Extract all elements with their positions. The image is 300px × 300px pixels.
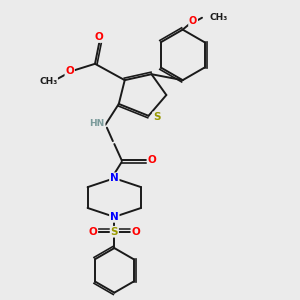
Text: S: S [153, 112, 160, 122]
Text: O: O [189, 16, 197, 26]
Text: O: O [88, 227, 97, 237]
Text: N: N [110, 212, 119, 222]
Text: CH₃: CH₃ [39, 77, 58, 86]
Text: N: N [110, 173, 119, 183]
Text: S: S [111, 227, 118, 237]
Text: O: O [148, 155, 157, 165]
Text: CH₃: CH₃ [209, 13, 228, 22]
Text: O: O [65, 66, 74, 76]
Text: O: O [94, 32, 103, 42]
Text: O: O [131, 227, 140, 237]
Text: HN: HN [89, 119, 105, 128]
